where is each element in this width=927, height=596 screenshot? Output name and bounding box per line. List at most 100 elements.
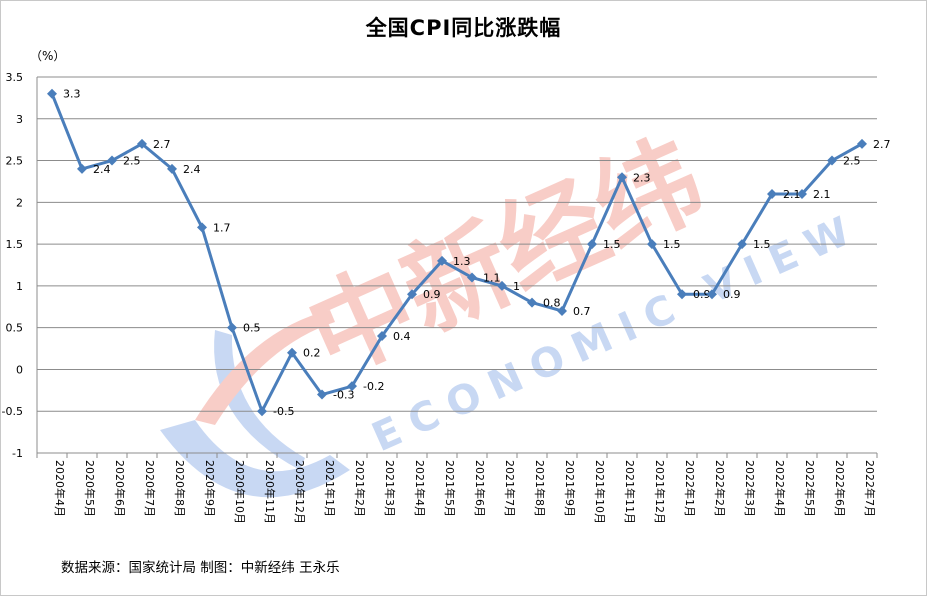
data-label: 0.8 bbox=[543, 297, 561, 310]
y-tick-label: -1 bbox=[12, 447, 23, 460]
data-label: 0.5 bbox=[243, 322, 261, 335]
data-label: 2.3 bbox=[633, 171, 651, 184]
series-line bbox=[50, 93, 863, 413]
data-point-marker bbox=[77, 163, 87, 174]
x-tick-label: 2021年2月 bbox=[353, 460, 367, 517]
source-note: 数据来源：国家统计局 制图：中新经纬 王永乐 bbox=[61, 560, 340, 576]
data-point-marker bbox=[317, 389, 327, 400]
data-point-marker bbox=[767, 188, 777, 199]
data-label: -0.2 bbox=[363, 380, 384, 393]
x-tick-label: 2020年10月 bbox=[233, 460, 247, 524]
y-tick-label: 1 bbox=[16, 280, 23, 293]
x-tick-label: 2020年11月 bbox=[263, 460, 277, 524]
y-tick-label: 0.5 bbox=[6, 322, 24, 335]
x-tick-label: 2022年3月 bbox=[743, 460, 757, 517]
x-tick-label: 2022年1月 bbox=[683, 460, 697, 517]
x-tick-label: 2020年6月 bbox=[113, 460, 127, 517]
data-point-marker bbox=[647, 239, 657, 250]
x-tick-label: 2021年6月 bbox=[473, 460, 487, 517]
data-label: 2.5 bbox=[843, 155, 861, 168]
y-tick-label: 0 bbox=[16, 363, 23, 376]
data-point-marker bbox=[617, 172, 627, 183]
y-tick-label: 3.5 bbox=[6, 71, 24, 84]
data-point-marker bbox=[737, 239, 747, 250]
data-point-marker bbox=[197, 222, 207, 233]
x-tick-label: 2022年6月 bbox=[833, 460, 847, 517]
data-point-marker bbox=[797, 188, 807, 199]
x-tick-label: 2020年9月 bbox=[203, 460, 217, 517]
data-point-marker bbox=[527, 297, 537, 308]
data-point-marker bbox=[287, 347, 297, 358]
data-label: 2.7 bbox=[153, 138, 171, 151]
y-tick-label: 2 bbox=[16, 196, 23, 209]
data-label: 1.5 bbox=[663, 238, 681, 251]
x-tick-label: 2021年12月 bbox=[653, 460, 667, 524]
data-label: 2.5 bbox=[123, 155, 141, 168]
y-tick-label: -0.5 bbox=[2, 405, 23, 418]
data-label: 2.4 bbox=[183, 163, 201, 176]
data-point-marker bbox=[707, 289, 717, 300]
x-tick-label: 2022年4月 bbox=[773, 460, 787, 517]
data-point-marker bbox=[677, 289, 687, 300]
x-tick-label: 2020年8月 bbox=[173, 460, 187, 517]
x-tick-label: 2021年10月 bbox=[593, 460, 607, 524]
data-point-marker bbox=[227, 322, 237, 333]
data-point-marker bbox=[587, 239, 597, 250]
data-label: 1.5 bbox=[603, 238, 621, 251]
data-point-marker bbox=[107, 155, 117, 166]
data-point-marker bbox=[467, 272, 477, 283]
data-point-marker bbox=[137, 138, 147, 149]
data-point-marker bbox=[827, 155, 837, 166]
data-label: 3.3 bbox=[63, 88, 81, 101]
data-label: 2.1 bbox=[813, 188, 831, 201]
data-label: 0.4 bbox=[393, 330, 411, 343]
data-label: 0.2 bbox=[303, 347, 321, 360]
data-label: 2.7 bbox=[873, 138, 891, 151]
data-label: 0.9 bbox=[723, 288, 741, 301]
y-tick-label: 3 bbox=[16, 113, 23, 126]
data-label: -0.5 bbox=[273, 405, 294, 418]
x-tick-label: 2021年11月 bbox=[623, 460, 637, 524]
chart-title: 全国CPI同比涨跌幅 bbox=[365, 16, 562, 40]
data-label: 1.5 bbox=[753, 238, 771, 251]
x-tick-label: 2021年1月 bbox=[323, 460, 337, 517]
data-point-marker bbox=[497, 280, 507, 291]
x-tick-label: 2022年2月 bbox=[713, 460, 727, 517]
y-tick-label: 2.5 bbox=[6, 155, 24, 168]
x-tick-label: 2020年7月 bbox=[143, 460, 157, 517]
y-axis-unit-label: （%） bbox=[30, 49, 66, 63]
data-point-marker bbox=[347, 381, 357, 392]
data-point-marker bbox=[257, 406, 267, 417]
data-label: -0.3 bbox=[333, 389, 354, 402]
x-tick-label: 2021年7月 bbox=[503, 460, 517, 517]
x-tick-label: 2021年5月 bbox=[443, 460, 457, 517]
data-point-marker bbox=[47, 88, 57, 99]
y-tick-label: 1.5 bbox=[6, 238, 24, 251]
x-tick-label: 2022年7月 bbox=[863, 460, 877, 517]
data-label: 1.7 bbox=[213, 221, 231, 234]
x-tick-label: 2021年9月 bbox=[563, 460, 577, 517]
data-label: 0.7 bbox=[573, 305, 591, 318]
x-tick-label: 2020年12月 bbox=[293, 460, 307, 524]
data-label: 1 bbox=[513, 280, 520, 293]
x-tick-label: 2021年8月 bbox=[533, 460, 547, 517]
data-point-marker bbox=[857, 138, 867, 149]
data-label: 1.3 bbox=[453, 255, 471, 268]
x-tick-label: 2021年4月 bbox=[413, 460, 427, 517]
data-point-marker bbox=[407, 289, 417, 300]
data-point-marker bbox=[437, 255, 447, 266]
x-tick-label: 2020年4月 bbox=[53, 460, 67, 517]
data-point-marker bbox=[377, 331, 387, 342]
x-tick-label: 2020年5月 bbox=[83, 460, 97, 517]
data-point-marker bbox=[557, 305, 567, 316]
data-label: 0.9 bbox=[693, 288, 711, 301]
data-label: 1.1 bbox=[483, 272, 501, 285]
data-label: 2.1 bbox=[783, 188, 801, 201]
x-tick-label: 2021年3月 bbox=[383, 460, 397, 517]
x-tick-label: 2022年5月 bbox=[803, 460, 817, 517]
data-label: 0.9 bbox=[423, 288, 441, 301]
data-point-marker bbox=[167, 163, 177, 174]
data-label: 2.4 bbox=[93, 163, 111, 176]
